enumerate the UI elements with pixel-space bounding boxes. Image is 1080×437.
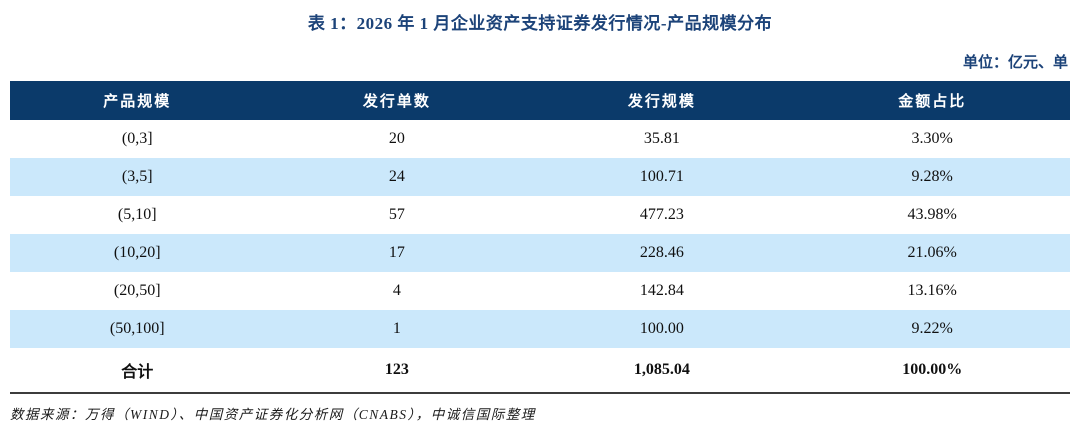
total-row: 合计 123 1,085.04 100.00% [10, 348, 1070, 393]
table-row: (3,5] 24 100.71 9.28% [10, 158, 1070, 196]
table-cell: 142.84 [639, 282, 684, 299]
table-cell: (20,50] [113, 282, 161, 299]
table-cell: 477.23 [639, 206, 684, 223]
source-note: 数据来源：万得（WIND）、中国资产证券化分析网（CNABS），中诚信国际整理 [10, 407, 536, 422]
table-cell: 35.81 [643, 130, 680, 147]
table-cell: 100.00 [529, 310, 795, 348]
table-cell: (10,20] [10, 234, 265, 272]
table-cell: (5,10] [117, 206, 157, 223]
table-row: (10,20] 17 228.46 21.06% [10, 234, 1070, 272]
data-table: 产品规模 发行单数 发行规模 金额占比 (0,3] 20 35.81 3.30% (3,… [10, 81, 1070, 394]
table-row: (20,50] 4 142.84 13.16% [10, 272, 1070, 310]
table-cell: (50,100] [10, 310, 265, 348]
table-cell: 3.30% [911, 130, 953, 147]
table-cell: 21.06% [794, 234, 1070, 272]
total-cell-label: 合计 [121, 364, 154, 381]
header-row: 产品规模 发行单数 发行规模 金额占比 [10, 81, 1070, 120]
column-header-issue-size: 发行规模 [529, 81, 795, 120]
table-title: 表 1：2026 年 1 月企业资产支持证券发行情况-产品规模分布 [307, 14, 773, 33]
table-cell: 17 [264, 234, 530, 272]
unit-label: 单位：亿元、单 [962, 55, 1068, 71]
table-body: (0,3] 20 35.81 3.30% (3,5] 24 100.71 9.28% (5,10… [10, 120, 1070, 348]
table-cell: 4 [392, 282, 401, 299]
table-row: (0,3] 20 35.81 3.30% [10, 120, 1070, 158]
total-cell-amount-share: 100.00% [902, 361, 963, 378]
column-header-amount-share: 金额占比 [794, 81, 1070, 120]
table-row: (5,10] 57 477.23 43.98% [10, 196, 1070, 234]
table-cell: (3,5] [10, 158, 265, 196]
total-cell-issue-size: 1,085.04 [633, 361, 690, 378]
table-cell: (0,3] [121, 130, 153, 147]
column-header-product-scale: 产品规模 [10, 81, 265, 120]
table-cell: 43.98% [907, 206, 957, 223]
table-cell: 24 [264, 158, 530, 196]
table-row: (50,100] 1 100.00 9.22% [10, 310, 1070, 348]
table-cell: 1 [264, 310, 530, 348]
report-table-page: 表 1：2026 年 1 月企业资产支持证券发行情况-产品规模分布 单位：亿元、… [10, 14, 1070, 422]
table-cell: 9.22% [794, 310, 1070, 348]
table-cell: 100.71 [529, 158, 795, 196]
table-cell: 57 [388, 206, 405, 223]
table-cell: 9.28% [794, 158, 1070, 196]
table-cell: 228.46 [529, 234, 795, 272]
table-cell: 20 [388, 130, 405, 147]
table-cell: 13.16% [907, 282, 957, 299]
total-cell-issue-count: 123 [384, 361, 409, 378]
column-header-issue-count: 发行单数 [264, 81, 530, 120]
